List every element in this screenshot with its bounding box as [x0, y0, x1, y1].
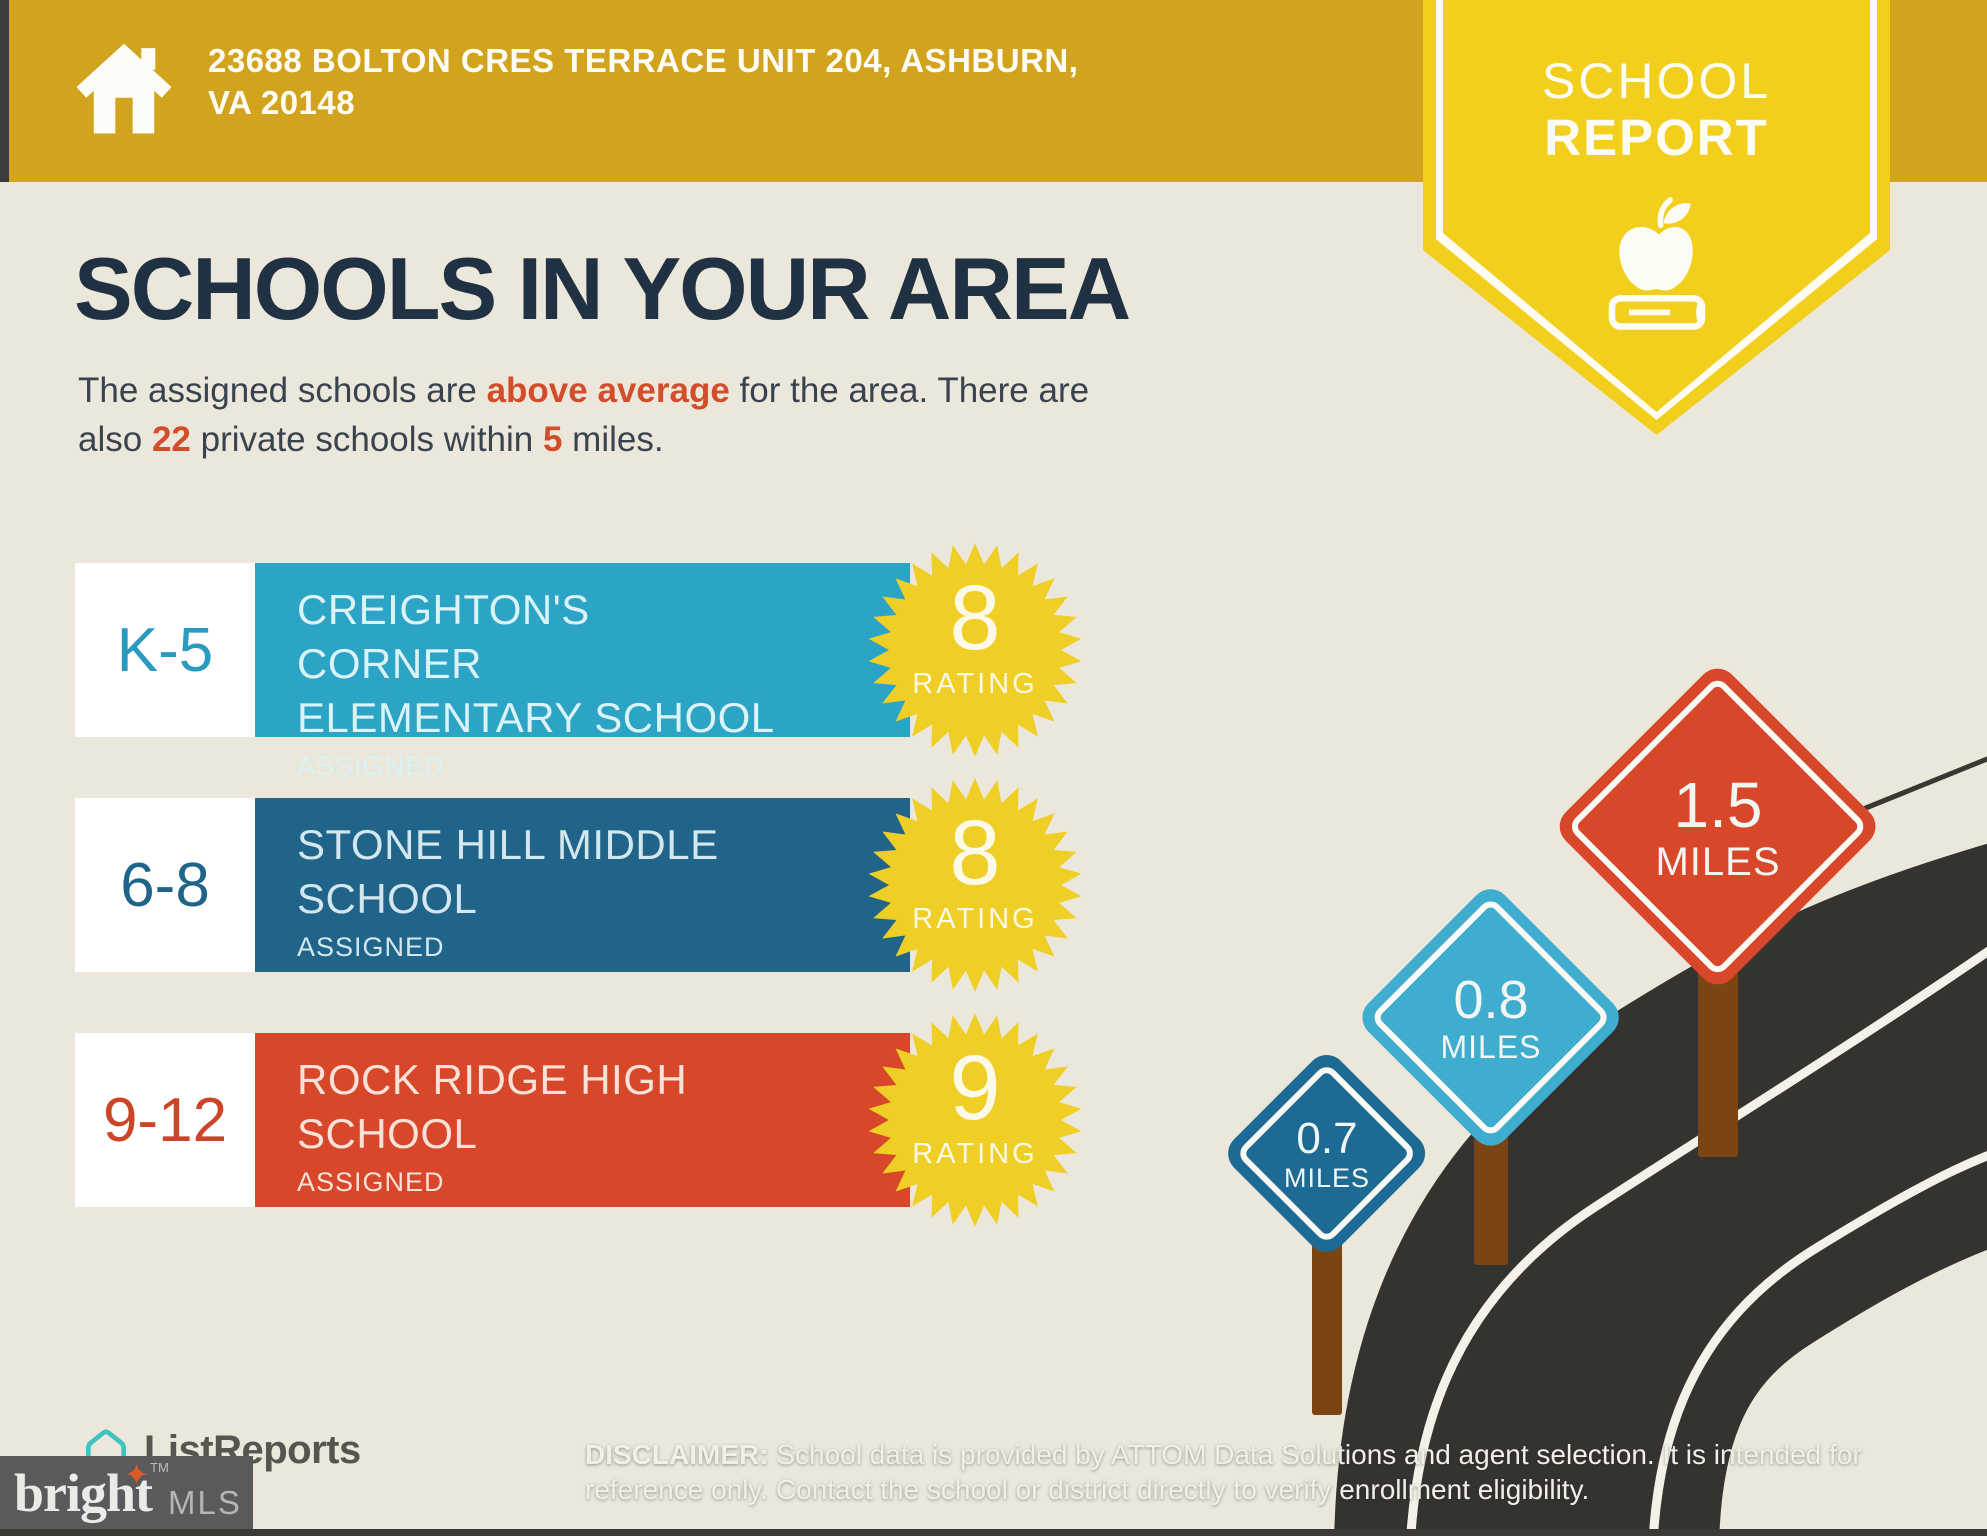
rating-label: RATING: [912, 1138, 1038, 1170]
distance-sign-high: 1.5 MILES: [1550, 659, 1886, 1157]
sign-distance: 0.8: [1453, 969, 1529, 1030]
sign-unit: MILES: [1440, 1028, 1542, 1065]
rating-value: 8: [949, 567, 1001, 669]
starburst-icon: [868, 778, 1082, 992]
starburst-icon: [868, 543, 1082, 757]
left-edge-strip: [0, 0, 9, 182]
starburst-icon: [868, 1013, 1082, 1227]
school-bar: STONE HILL MIDDLE SCHOOL ASSIGNED: [255, 798, 910, 972]
school-name: STONE HILL MIDDLE SCHOOL: [297, 821, 719, 922]
bright-mls-logo: bright ✦ TM MLS: [0, 1456, 253, 1536]
mls-wordmark: MLS: [168, 1484, 242, 1521]
grade-range: 6-8: [120, 850, 210, 920]
grade-range: 9-12: [102, 1085, 228, 1155]
ribbon-title-line2: REPORT: [1544, 109, 1769, 166]
rating-badge: 8 RATING: [867, 777, 1083, 993]
sign-post: [1312, 1240, 1342, 1415]
rating-value: 9: [949, 1037, 1001, 1139]
highlight-above-average: above average: [486, 371, 730, 410]
bottom-edge-strip: [0, 1529, 1987, 1536]
disclaimer-text: DISCLAIMER: School data is provided by A…: [585, 1439, 1862, 1505]
intro-text: The assigned schools are above average f…: [78, 371, 1090, 459]
trademark-symbol: TM: [150, 1460, 169, 1475]
bright-wordmark: bright: [14, 1463, 153, 1523]
school-name: ROCK RIDGE HIGH SCHOOL: [297, 1056, 688, 1157]
grade-range: K-5: [116, 615, 214, 685]
disclaimer-label: DISCLAIMER:: [585, 1439, 769, 1470]
school-status: ASSIGNED: [297, 932, 445, 962]
rating-badge: 8 RATING: [867, 542, 1083, 758]
apple-book-icon: [1608, 197, 1705, 330]
rating-value: 8: [949, 802, 1001, 904]
home-icon: [76, 43, 172, 134]
property-address: 23688 BOLTON CRES TERRACE UNIT 204, ASHB…: [208, 42, 1079, 121]
sign-unit: MILES: [1283, 1162, 1371, 1193]
rating-label: RATING: [912, 668, 1038, 700]
sign-distance: 0.7: [1296, 1113, 1358, 1163]
distance-sign-middle: 0.8 MILES: [1353, 880, 1629, 1265]
school-bar: CREIGHTON'S CORNER ELEMENTARY SCHOOL ASS…: [255, 563, 910, 781]
grade-range-box: 6-8: [75, 798, 255, 972]
bright-sparkle-icon: ✦: [124, 1459, 150, 1492]
school-row-middle: 6-8 STONE HILL MIDDLE SCHOOL ASSIGNED 8 …: [75, 778, 1085, 992]
rating-badge: 9 RATING: [867, 1012, 1083, 1228]
ribbon-title-line1: SCHOOL: [1541, 53, 1772, 109]
distance-sign-elementary: 0.7 MILES: [1219, 1046, 1435, 1415]
highlight-radius: 5: [542, 420, 563, 459]
grade-range-box: K-5: [75, 563, 255, 737]
rating-label: RATING: [912, 903, 1038, 935]
grade-range-box: 9-12: [75, 1033, 255, 1207]
highlight-private-count: 22: [151, 420, 191, 459]
sign-post: [1474, 1130, 1508, 1265]
school-status: ASSIGNED: [297, 751, 445, 781]
sign-post: [1698, 969, 1738, 1157]
school-name: CREIGHTON'S CORNER ELEMENTARY SCHOOL: [297, 586, 775, 741]
school-status: ASSIGNED: [297, 1167, 445, 1197]
sign-unit: MILES: [1655, 839, 1781, 884]
page-title: SCHOOLS IN YOUR AREA: [74, 239, 1131, 338]
school-row-high: 9-12 ROCK RIDGE HIGH SCHOOL ASSIGNED 9 R…: [75, 1013, 1085, 1227]
school-row-elementary: K-5 CREIGHTON'S CORNER ELEMENTARY SCHOOL…: [75, 543, 1085, 781]
school-bar: ROCK RIDGE HIGH SCHOOL ASSIGNED: [255, 1033, 910, 1207]
sign-distance: 1.5: [1673, 768, 1763, 841]
